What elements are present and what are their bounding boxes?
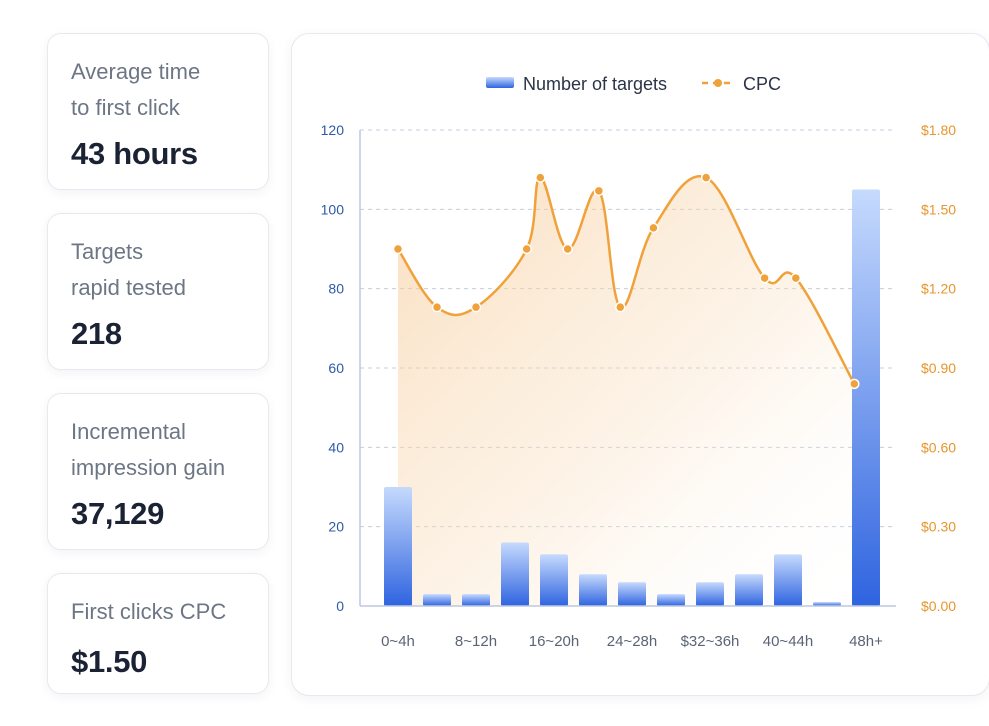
cpc-point bbox=[535, 172, 546, 183]
chart-legend: Number of targets CPC bbox=[486, 74, 781, 94]
left-axis-tick-label: 100 bbox=[321, 201, 345, 217]
right-axis-tick-label: $0.60 bbox=[921, 439, 956, 455]
stat-value: 37,129 bbox=[71, 496, 165, 531]
bar bbox=[813, 602, 841, 606]
x-tick-label: 48h+ bbox=[849, 633, 883, 650]
cpc-point bbox=[521, 243, 532, 255]
legend-line-label: CPC bbox=[743, 74, 781, 94]
stat-card-impression-gain: Incremental impression gain 37,129 bbox=[47, 393, 269, 550]
stat-value: 43 hours bbox=[71, 136, 198, 171]
bar bbox=[735, 574, 763, 606]
cpc-area bbox=[398, 176, 855, 606]
stat-card-avg-time: Average time to first click 43 hours bbox=[47, 33, 269, 190]
bar bbox=[462, 594, 490, 606]
stat-card-first-click-cpc: First clicks CPC $1.50 bbox=[47, 573, 269, 694]
bar bbox=[579, 574, 607, 606]
left-axis-tick-label: 0 bbox=[336, 598, 344, 614]
x-tick-label: 24~28h bbox=[607, 633, 657, 650]
x-tick-label: 40~44h bbox=[763, 633, 813, 650]
left-axis-tick-label: 80 bbox=[328, 281, 344, 297]
left-axis-tick-label: 40 bbox=[328, 439, 344, 455]
cpc-point bbox=[615, 301, 626, 313]
cpc-point bbox=[700, 172, 712, 183]
x-tick-label: 8~12h bbox=[455, 633, 497, 650]
bar bbox=[852, 189, 880, 606]
bar bbox=[618, 582, 646, 606]
cpc-point bbox=[759, 272, 770, 284]
cpc-point bbox=[790, 272, 802, 284]
left-axis-tick-label: 120 bbox=[321, 122, 345, 138]
stat-label: Incremental impression gain bbox=[71, 419, 226, 480]
bar bbox=[423, 594, 451, 606]
x-tick-label: 16~20h bbox=[529, 633, 579, 650]
stat-label: Targets rapid tested bbox=[71, 239, 186, 300]
bar bbox=[696, 582, 724, 606]
bar bbox=[774, 554, 802, 606]
right-axis-tick-label: $0.90 bbox=[921, 360, 956, 376]
stat-value: 218 bbox=[71, 316, 122, 351]
bar bbox=[501, 542, 529, 606]
stat-label: First clicks CPC bbox=[71, 599, 227, 624]
cpc-point bbox=[470, 301, 482, 313]
left-axis-tick-label: 60 bbox=[328, 360, 344, 376]
stat-label: Average time to first click bbox=[71, 59, 201, 120]
right-axis-tick-label: $0.30 bbox=[921, 519, 956, 535]
x-tick-label: 0~4h bbox=[381, 633, 415, 650]
legend-bar-swatch bbox=[486, 77, 514, 88]
legend-line-marker bbox=[714, 79, 722, 87]
bar bbox=[540, 554, 568, 606]
legend-bar-label: Number of targets bbox=[523, 74, 667, 94]
stat-card-targets-tested: Targets rapid tested 218 bbox=[47, 213, 269, 370]
cpc-point bbox=[648, 222, 659, 234]
stat-value: $1.50 bbox=[71, 644, 148, 679]
cpc-point bbox=[593, 185, 605, 197]
bar bbox=[384, 487, 412, 606]
cpc-point bbox=[392, 243, 404, 255]
cpc-point bbox=[431, 301, 443, 313]
x-tick-label: $32~36h bbox=[681, 633, 740, 650]
cpc-point bbox=[849, 378, 860, 390]
cpc-point bbox=[562, 243, 573, 255]
right-axis-tick-label: $0.00 bbox=[921, 598, 956, 614]
left-axis-tick-label: 20 bbox=[328, 519, 344, 535]
right-axis-tick-label: $1.80 bbox=[921, 122, 956, 138]
right-axis-tick-label: $1.50 bbox=[921, 201, 956, 217]
right-axis-tick-label: $1.20 bbox=[921, 281, 956, 297]
bar bbox=[657, 594, 685, 606]
